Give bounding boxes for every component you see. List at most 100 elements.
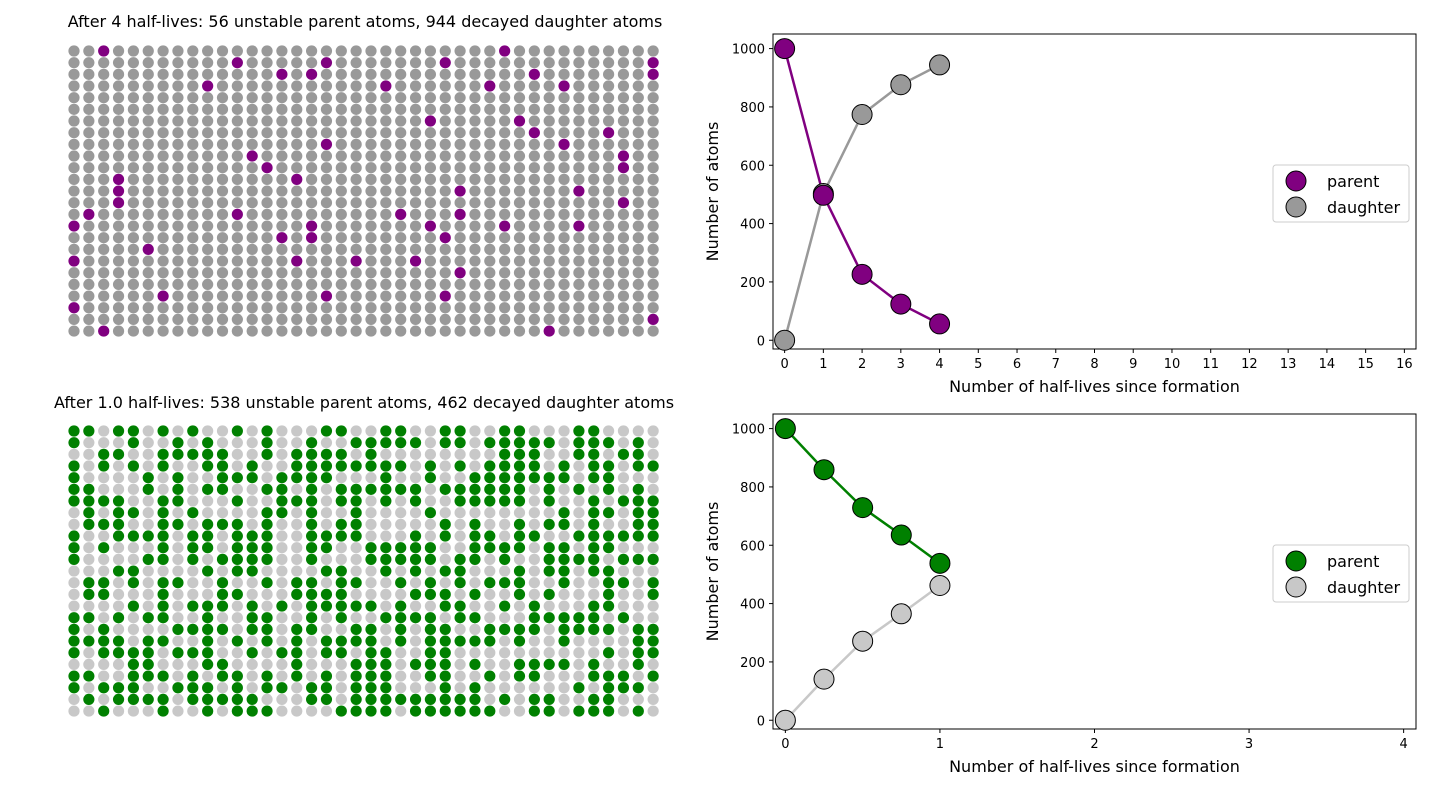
grid-top-daughter-atom bbox=[276, 290, 288, 302]
grid-top-daughter-atom bbox=[335, 162, 347, 174]
grid-top-daughter-atom bbox=[98, 302, 110, 314]
grid-top-daughter-atom bbox=[291, 243, 303, 255]
grid-bottom-daughter-atom bbox=[380, 588, 392, 600]
grid-bottom-parent-atom bbox=[365, 647, 377, 659]
grid-top-daughter-atom bbox=[543, 103, 555, 115]
grid-bottom-parent-atom bbox=[588, 658, 600, 670]
grid-top-daughter-atom bbox=[439, 127, 451, 139]
grid-top-daughter-atom bbox=[543, 243, 555, 255]
chart-top-x-tick-label: 4 bbox=[935, 357, 943, 372]
chart-bottom-x-tick-label: 3 bbox=[1245, 737, 1253, 752]
grid-top-daughter-atom bbox=[306, 173, 318, 185]
grid-bottom-daughter-atom bbox=[246, 507, 258, 519]
grid-top-daughter-atom bbox=[83, 255, 95, 267]
grid-top-daughter-atom bbox=[528, 162, 540, 174]
grid-top-daughter-atom bbox=[246, 325, 258, 337]
grid-top-daughter-atom bbox=[231, 243, 243, 255]
grid-top-daughter-atom bbox=[647, 173, 659, 185]
grid-bottom-parent-atom bbox=[603, 588, 615, 600]
grid-top-daughter-atom bbox=[484, 185, 496, 197]
grid-bottom-daughter-atom bbox=[187, 518, 199, 530]
grid-bottom-daughter-atom bbox=[603, 518, 615, 530]
grid-top-parent-atom bbox=[98, 45, 110, 57]
grid-bottom-parent-atom bbox=[202, 682, 214, 694]
grid-top-daughter-atom bbox=[187, 267, 199, 279]
grid-bottom-daughter-atom bbox=[98, 658, 110, 670]
grid-top-daughter-atom bbox=[647, 208, 659, 220]
grid-top-daughter-atom bbox=[291, 115, 303, 127]
grid-top-daughter-atom bbox=[202, 185, 214, 197]
grid-bottom-parent-atom bbox=[350, 437, 362, 449]
grid-top-daughter-atom bbox=[484, 162, 496, 174]
grid-top-daughter-atom bbox=[513, 243, 526, 255]
grid-top-daughter-atom bbox=[573, 208, 585, 220]
grid-top-daughter-atom bbox=[216, 138, 229, 150]
grid-bottom-daughter-atom bbox=[573, 693, 585, 706]
grid-bottom-daughter-atom bbox=[187, 495, 199, 507]
grid-top-daughter-atom bbox=[142, 197, 154, 209]
grid-top-daughter-atom bbox=[380, 45, 392, 57]
grid-bottom-daughter-atom bbox=[632, 588, 644, 600]
grid-top-daughter-atom bbox=[98, 103, 110, 115]
grid-top-daughter-atom bbox=[603, 197, 615, 209]
grid-top-daughter-atom bbox=[335, 138, 347, 150]
grid-top-daughter-atom bbox=[617, 68, 630, 80]
grid-top-daughter-atom bbox=[454, 220, 466, 232]
grid-bottom-daughter-atom bbox=[454, 507, 466, 519]
grid-top-daughter-atom bbox=[603, 267, 615, 279]
grid-top-daughter-atom bbox=[112, 325, 125, 337]
grid-top-daughter-atom bbox=[127, 302, 139, 314]
grid-bottom-parent-atom bbox=[98, 705, 110, 717]
grid-top-parent-atom bbox=[276, 232, 288, 244]
chart-bottom-legend-parent-marker bbox=[1285, 550, 1307, 572]
grid-bottom-parent-atom bbox=[320, 600, 333, 612]
grid-top-daughter-atom bbox=[647, 302, 659, 314]
grid-top-daughter-atom bbox=[127, 92, 139, 104]
grid-bottom-parent-atom bbox=[231, 530, 243, 542]
grid-bottom-daughter-atom bbox=[603, 448, 615, 460]
grid-top-daughter-atom bbox=[409, 278, 422, 290]
grid-top-daughter-atom bbox=[632, 173, 644, 185]
grid-top-daughter-atom bbox=[588, 138, 600, 150]
grid-bottom-parent-atom bbox=[291, 448, 303, 460]
grid-bottom-daughter-atom bbox=[157, 658, 169, 670]
grid-top-daughter-atom bbox=[439, 45, 451, 57]
grid-top-daughter-atom bbox=[157, 267, 169, 279]
grid-bottom-parent-atom bbox=[202, 658, 214, 670]
grid-bottom-daughter-atom bbox=[320, 495, 333, 507]
grid-bottom-daughter-atom bbox=[216, 612, 229, 624]
grid-top-daughter-atom bbox=[439, 243, 451, 255]
grid-bottom-daughter-atom bbox=[469, 670, 481, 682]
grid-bottom-parent-atom bbox=[588, 705, 600, 717]
grid-bottom-daughter-atom bbox=[306, 647, 318, 659]
grid-bottom-parent-atom bbox=[365, 460, 377, 472]
grid-bottom-daughter-atom bbox=[632, 612, 644, 624]
grid-bottom-daughter-atom bbox=[573, 495, 585, 507]
grid-top-daughter-atom bbox=[647, 197, 659, 209]
grid-top-daughter-atom bbox=[588, 150, 600, 162]
grid-top-daughter-atom bbox=[306, 313, 318, 326]
grid-top-daughter-atom bbox=[409, 197, 422, 209]
grid-bottom-daughter-atom bbox=[98, 693, 110, 706]
grid-bottom-daughter-atom bbox=[83, 553, 95, 565]
grid-bottom-daughter-atom bbox=[484, 565, 496, 577]
grid-top-daughter-atom bbox=[617, 138, 630, 150]
grid-top-daughter-atom bbox=[216, 267, 229, 279]
grid-bottom-daughter-atom bbox=[484, 647, 496, 659]
grid-bottom-daughter-atom bbox=[573, 600, 585, 612]
grid-top-daughter-atom bbox=[380, 232, 392, 244]
grid-top-daughter-atom bbox=[157, 208, 169, 220]
grid-top-daughter-atom bbox=[112, 68, 125, 80]
grid-top-daughter-atom bbox=[513, 80, 526, 92]
grid-top-daughter-atom bbox=[335, 57, 347, 69]
grid-top-daughter-atom bbox=[306, 197, 318, 209]
grid-top-daughter-atom bbox=[350, 138, 362, 150]
grid-bottom-daughter-atom bbox=[469, 600, 481, 612]
grid-top-daughter-atom bbox=[261, 115, 273, 127]
grid-top-daughter-atom bbox=[83, 45, 95, 57]
grid-top-daughter-atom bbox=[484, 103, 496, 115]
grid-top-daughter-atom bbox=[202, 45, 214, 57]
grid-bottom-daughter-atom bbox=[83, 530, 95, 542]
grid-top-daughter-atom bbox=[320, 232, 333, 244]
grid-top-daughter-atom bbox=[632, 127, 644, 139]
